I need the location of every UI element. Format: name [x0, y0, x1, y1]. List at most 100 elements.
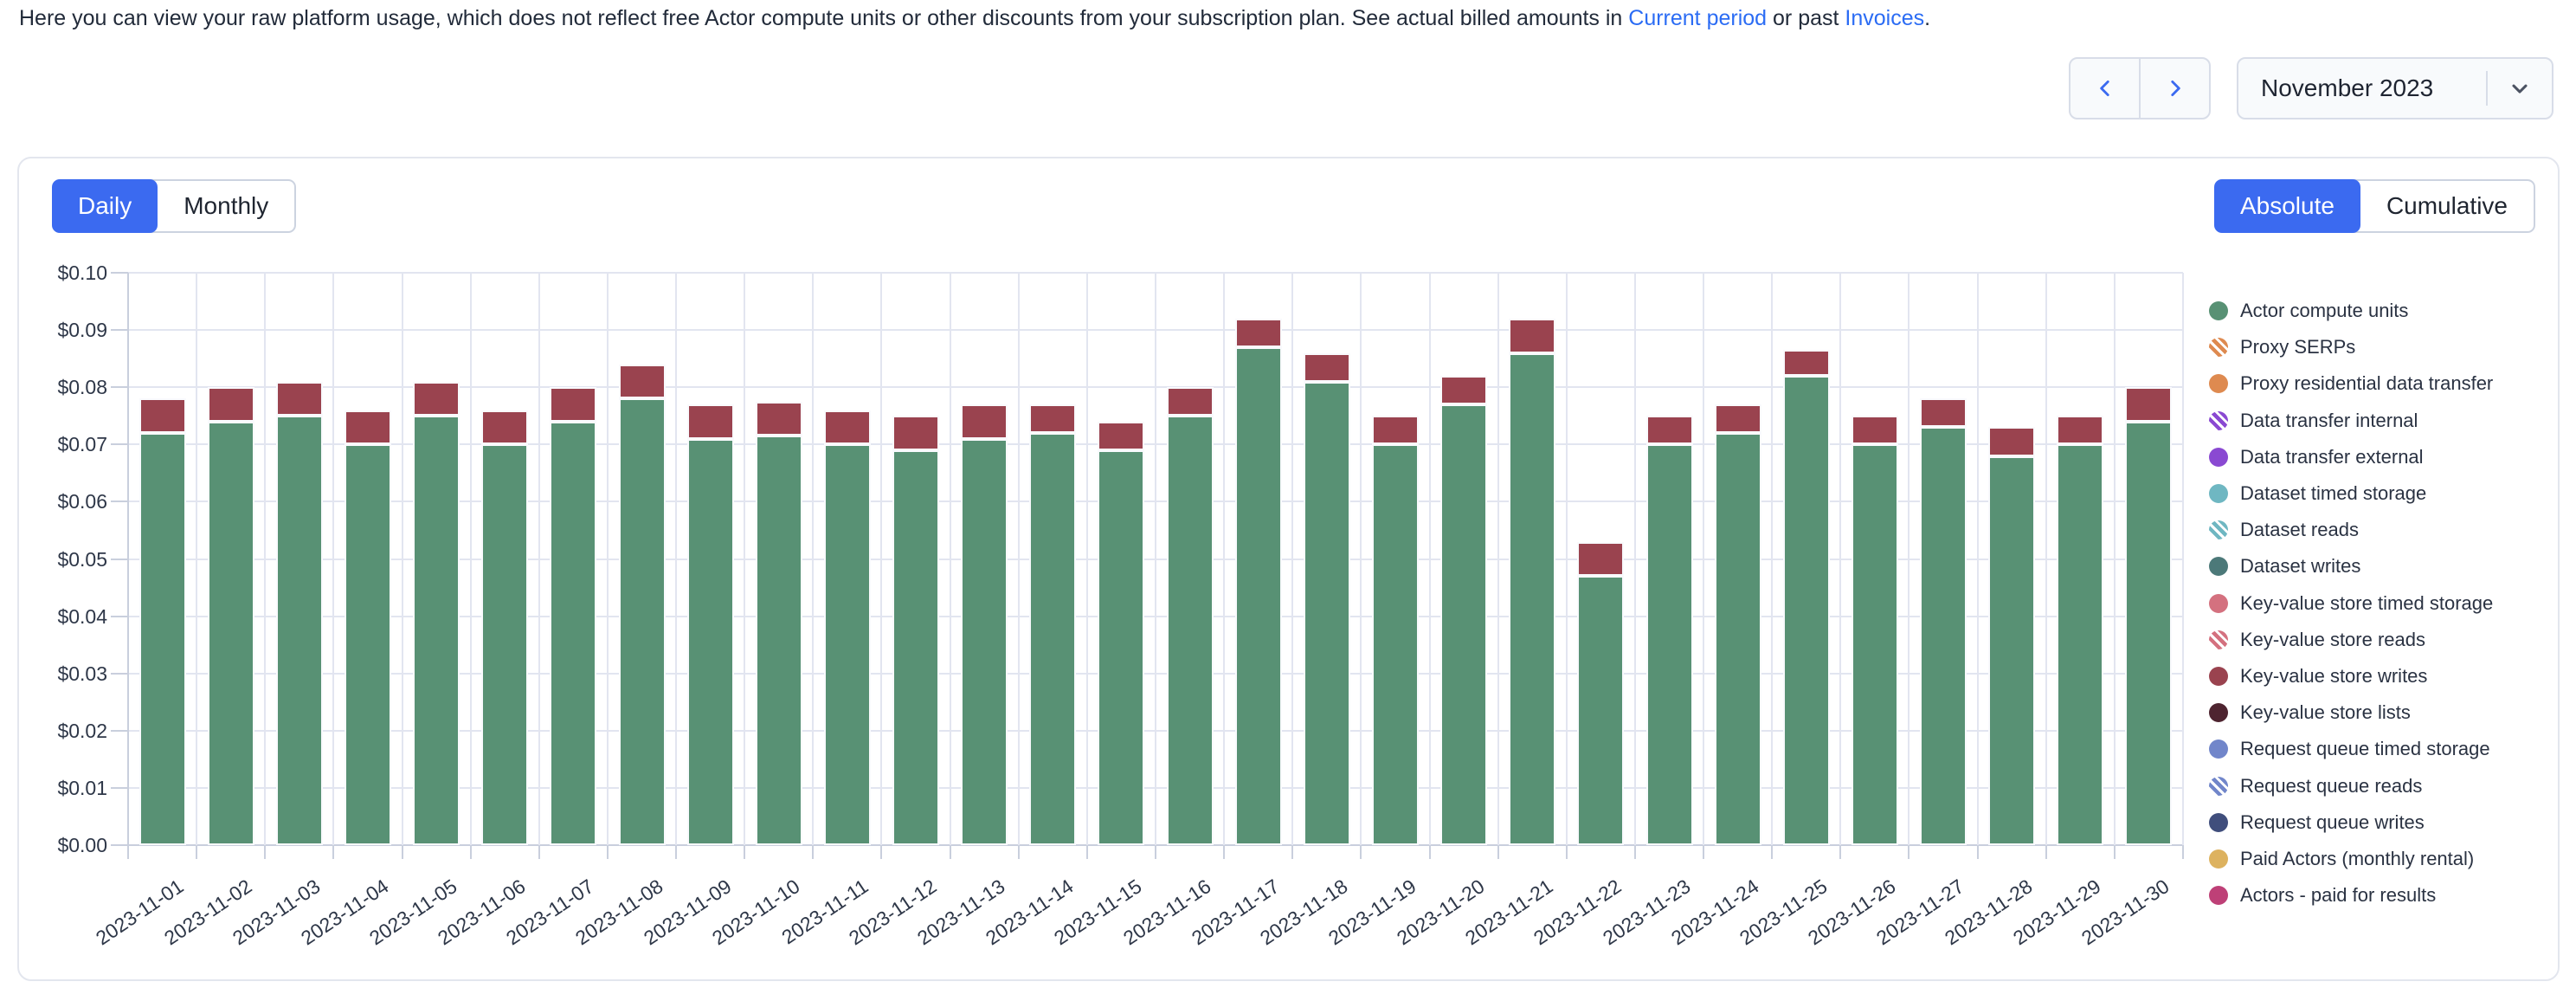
legend-item: Data transfer internal [2209, 403, 2493, 439]
gridline-vertical [1908, 273, 1910, 845]
gridline-vertical [401, 273, 403, 845]
x-axis-tick [812, 845, 815, 859]
bar-segment-key-value-store-writes [755, 401, 802, 436]
legend-swatch [2209, 447, 2228, 467]
legend-label: Paid Actors (monthly rental) [2240, 847, 2475, 869]
bar-segment-key-value-store-writes [1782, 350, 1830, 376]
bar-segment-actor-compute-units [1303, 381, 1350, 845]
bar-segment-actor-compute-units [1920, 427, 1967, 845]
toggle-absolute[interactable]: Absolute [2213, 179, 2360, 233]
x-axis-tick [469, 845, 472, 859]
legend-label: Key-value store lists [2240, 701, 2411, 724]
bar-segment-actor-compute-units [961, 438, 1008, 845]
bar-segment-actor-compute-units [2125, 421, 2173, 845]
bar-segment-actor-compute-units [1098, 449, 1145, 845]
legend-item: Dataset writes [2209, 548, 2493, 584]
x-axis-tick [949, 845, 951, 859]
x-axis-tick [1839, 845, 1842, 859]
bar-segment-actor-compute-units [1645, 444, 1693, 845]
next-period-button[interactable] [2139, 59, 2209, 118]
legend-item: Actor compute units [2209, 293, 2493, 329]
y-tick-label: $0.07 [57, 433, 107, 456]
legend-label: Key-value store writes [2240, 664, 2428, 687]
x-axis-tick [1633, 845, 1636, 859]
bar-segment-key-value-store-writes [2125, 387, 2173, 422]
y-tick-label: $0.02 [57, 719, 107, 742]
bar-segment-key-value-store-writes [1234, 318, 1282, 347]
gridline-vertical [1428, 273, 1431, 845]
gridline-vertical [1565, 273, 1568, 845]
x-axis-tick [1565, 845, 1568, 859]
legend-swatch [2209, 593, 2228, 613]
toggle-daily[interactable]: Daily [52, 179, 158, 233]
usage-chart-card: Daily Monthly Absolute Cumulative $0.10 $… [17, 157, 2560, 981]
y-axis-tick [111, 272, 128, 274]
x-axis-tick [1085, 845, 1088, 859]
bar-segment-key-value-store-writes [823, 410, 871, 445]
bar-segment-key-value-store-writes [618, 364, 666, 399]
y-tick-label: $0.10 [57, 262, 107, 284]
y-axis-tick [111, 329, 128, 332]
legend-label: Request queue reads [2240, 774, 2423, 797]
legend-swatch-striped [2209, 776, 2228, 796]
legend-swatch-striped [2209, 410, 2228, 430]
legend-item: Request queue writes [2209, 804, 2493, 841]
y-tick-label: $0.03 [57, 662, 107, 685]
gridline-vertical [1155, 273, 1156, 845]
bar-segment-key-value-store-writes [1371, 416, 1419, 445]
x-axis-tick [1017, 845, 1020, 859]
bar-segment-key-value-store-writes [1303, 352, 1350, 382]
current-period-link[interactable]: Current period [1628, 6, 1768, 30]
usage-description-period: . [1924, 6, 1931, 30]
legend-item: Request queue reads [2209, 767, 2493, 804]
invoices-link[interactable]: Invoices [1845, 6, 1925, 30]
bar-segment-actor-compute-units [413, 416, 460, 845]
x-axis-tick [1497, 845, 1499, 859]
x-axis-tick [2182, 845, 2184, 859]
legend-item: Key-value store reads [2209, 622, 2493, 658]
legend-label: Actors - paid for results [2240, 884, 2437, 907]
x-axis-tick [880, 845, 883, 859]
y-axis-tick [111, 558, 128, 560]
legend-swatch [2209, 703, 2228, 723]
chevron-right-icon [2164, 77, 2186, 100]
gridline-vertical [332, 273, 335, 845]
legend-label: Key-value store reads [2240, 628, 2425, 650]
period-select[interactable]: November 2023 [2237, 57, 2553, 119]
legend-item: Actors - paid for results [2209, 877, 2493, 914]
gridline-vertical [880, 273, 883, 845]
legend-swatch [2209, 484, 2228, 504]
legend-label: Request queue timed storage [2240, 738, 2490, 760]
legend-label: Request queue writes [2240, 810, 2425, 833]
gridline-vertical [606, 273, 609, 845]
gridline-vertical [538, 273, 540, 845]
bar-segment-key-value-store-writes [686, 404, 734, 439]
gridline-vertical [2045, 273, 2047, 845]
x-axis-tick [332, 845, 335, 859]
toggle-cumulative[interactable]: Cumulative [2353, 179, 2535, 233]
y-tick-label: $0.09 [57, 319, 107, 342]
bar-segment-key-value-store-writes [138, 398, 186, 434]
bar-segment-key-value-store-writes [550, 387, 597, 422]
x-axis-tick [1771, 845, 1774, 859]
bar-segment-key-value-store-writes [1577, 541, 1625, 577]
gridline-vertical [2182, 273, 2184, 845]
legend-swatch [2209, 557, 2228, 577]
y-tick-label: $0.08 [57, 376, 107, 399]
bar-segment-actor-compute-units [275, 416, 323, 845]
legend-label: Dataset writes [2240, 555, 2361, 578]
y-axis-tick [111, 386, 128, 389]
bar-segment-key-value-store-writes [1509, 318, 1556, 353]
legend-item: Data transfer external [2209, 439, 2493, 475]
previous-period-button[interactable] [2070, 59, 2139, 118]
x-axis-tick [1428, 845, 1431, 859]
legend-item: Key-value store timed storage [2209, 585, 2493, 622]
toggle-monthly[interactable]: Monthly [151, 179, 297, 233]
bar-segment-actor-compute-units [755, 436, 802, 845]
bar-segment-actor-compute-units [550, 421, 597, 845]
gridline-vertical [949, 273, 951, 845]
gridline-vertical [675, 273, 678, 845]
legend-item: Request queue timed storage [2209, 731, 2493, 767]
legend-label: Proxy residential data transfer [2240, 372, 2494, 395]
